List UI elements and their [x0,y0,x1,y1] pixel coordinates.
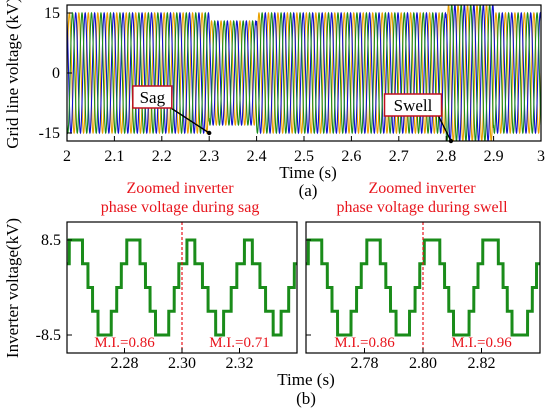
x-tick-label: 2.80 [409,355,437,372]
annotation-arrow [436,113,452,142]
swell-zoom-chart: Zoomed inverter phase voltage during swe… [305,180,541,372]
sag-zoom-chart: Zoomed inverter phase voltage during sag… [36,180,298,372]
x-tick-label: 2.8 [436,148,456,165]
sag-title-line2: phase voltage during sag [101,199,260,216]
inverter-voltage-charts: Inverter voltage(kV) Zoomed inverter pha… [3,180,541,408]
sag-inverter-waveform [67,222,297,353]
y-tick-label: 8.5 [41,232,61,249]
modulation-index-labels-b2: M.I.=0.86 M.I.=0.96 [334,335,512,351]
annotations-a: Sag Swell [132,85,454,144]
annotation-sag: Sag [132,85,212,136]
grid-voltage-chart: 2 2.1 2.2 2.3 2.4 2.5 2.6 2.7 2.8 2.9 3 15 0 -15 Grid… [3,0,545,200]
panel-label-b: (b) [296,389,316,408]
x-tick-label: 2.30 [168,355,196,372]
y-tick-label: 0 [52,65,60,82]
modulation-index-label: M.I.=0.96 [451,335,512,351]
x-tick-label: 2.82 [468,355,496,372]
panel-label-a: (a) [299,181,318,200]
axis-ticks-b2: 2.78 2.80 2.82 [306,239,496,372]
grid-voltage-waveforms [67,5,541,141]
y-tick-label: 15 [44,5,60,22]
swell-title-line1: Zoomed inverter [368,180,476,197]
annotation-label: Swell [394,96,433,115]
x-tick-label: 3 [537,148,545,165]
x-tick-label: 2.32 [226,355,254,372]
phase-line-2 [67,5,541,141]
x-axis-label-a: Time (s) [279,163,336,182]
x-tick-label: 2.7 [389,148,409,165]
x-tick-label: 2.28 [111,355,139,372]
x-tick-label: 2.9 [484,148,504,165]
phase-line-1 [67,5,541,141]
x-tick-label: 2.5 [294,148,314,165]
annotation-label: Sag [140,88,166,107]
x-tick-label: 2 [63,148,71,165]
annotation-arrow [167,105,210,134]
axis-ticks-b1: 2.28 2.30 2.32 8.5 -8.5 [36,232,254,372]
y-tick-label: -15 [39,125,60,142]
modulation-index-label: M.I.=0.86 [94,335,155,351]
x-axis-label-b: Time (s) [277,370,334,389]
x-tick-label: 2.4 [247,148,267,165]
sag-title-line1: Zoomed inverter [126,180,234,197]
phase-line-3 [67,5,541,141]
x-tick-label: 2.1 [104,148,124,165]
x-tick-label: 2.78 [351,355,379,372]
annotation-swell: Swell [383,93,454,144]
annotation-box [132,85,173,109]
swell-title-line2: phase voltage during swell [336,199,508,216]
annotation-arrowhead [448,138,454,144]
modulation-index-label: M.I.=0.71 [209,335,270,351]
modulation-index-labels-b1: M.I.=0.86 M.I.=0.71 [94,335,270,351]
swell-inverter-waveform [306,222,540,353]
modulation-index-label: M.I.=0.86 [334,335,395,351]
y-axis-label-b: Inverter voltage(kV) [3,218,22,358]
y-axis-label-a: Grid line voltage (kV) [3,0,22,149]
y-tick-label: -8.5 [36,327,61,344]
annotation-box [383,93,443,117]
x-tick-label: 2.6 [341,148,361,165]
axis-ticks-a: 2 2.1 2.2 2.3 2.4 2.5 2.6 2.7 2.8 2.9 3 15 0 -15 [39,5,545,165]
annotation-arrowhead [207,130,212,136]
x-tick-label: 2.2 [152,148,172,165]
x-tick-label: 2.3 [199,148,219,165]
